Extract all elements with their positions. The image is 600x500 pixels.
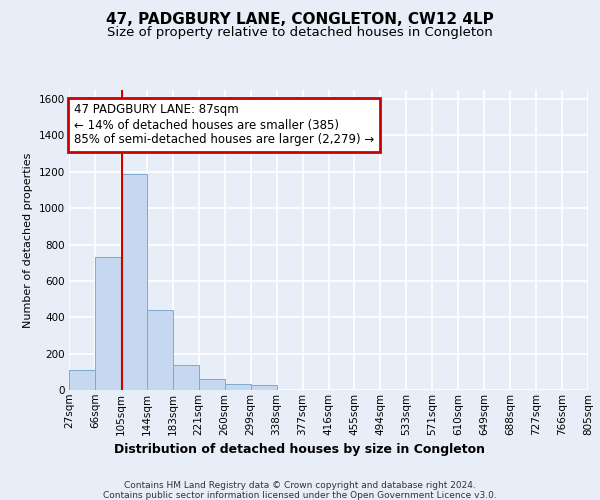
Text: Size of property relative to detached houses in Congleton: Size of property relative to detached ho… <box>107 26 493 39</box>
Bar <box>173 364 199 390</box>
Y-axis label: Number of detached properties: Number of detached properties <box>23 152 33 328</box>
Bar <box>251 384 277 390</box>
Text: 47 PADGBURY LANE: 87sqm
← 14% of detached houses are smaller (385)
85% of semi-d: 47 PADGBURY LANE: 87sqm ← 14% of detache… <box>74 104 374 146</box>
Bar <box>225 384 251 390</box>
Bar <box>121 174 147 390</box>
Bar <box>199 379 224 390</box>
Text: Distribution of detached houses by size in Congleton: Distribution of detached houses by size … <box>115 442 485 456</box>
Text: 47, PADGBURY LANE, CONGLETON, CW12 4LP: 47, PADGBURY LANE, CONGLETON, CW12 4LP <box>106 12 494 28</box>
Bar <box>69 370 95 390</box>
Bar <box>95 258 121 390</box>
Text: Contains HM Land Registry data © Crown copyright and database right 2024.
Contai: Contains HM Land Registry data © Crown c… <box>103 481 497 500</box>
Bar <box>147 310 173 390</box>
